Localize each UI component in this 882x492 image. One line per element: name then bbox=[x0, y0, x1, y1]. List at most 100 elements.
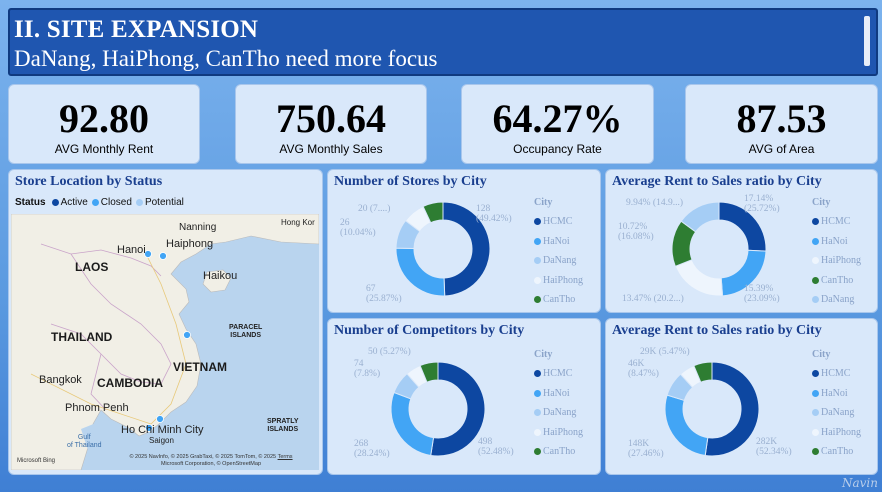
legend-item[interactable]: HaiPhong bbox=[534, 423, 583, 443]
data-label-danang: 46K (8.47%) bbox=[628, 359, 659, 379]
legend-title: City bbox=[812, 349, 831, 360]
map-label-bangkok: Bangkok bbox=[39, 374, 82, 386]
store-pin[interactable] bbox=[144, 250, 152, 258]
dot-icon bbox=[534, 409, 541, 417]
store-pin[interactable] bbox=[183, 331, 191, 339]
dot-icon bbox=[51, 198, 59, 206]
kpi-avg-area[interactable]: 87.53 AVG of Area bbox=[685, 84, 878, 164]
dot-icon bbox=[534, 276, 541, 284]
store-pin[interactable] bbox=[156, 415, 164, 423]
legend-item[interactable]: HCMC bbox=[534, 364, 583, 384]
donut-chart-stores[interactable] bbox=[328, 170, 602, 314]
dot-icon bbox=[91, 198, 99, 206]
legend-title: City bbox=[534, 349, 553, 360]
data-label-hcmc: 282K (52.34%) bbox=[756, 437, 792, 457]
dot-icon bbox=[534, 448, 541, 456]
legend-item[interactable]: HaNoi bbox=[812, 232, 861, 252]
legend-item[interactable]: CanTho bbox=[812, 271, 861, 291]
map-panel: Store Location by Status Status Active C… bbox=[8, 169, 323, 475]
map-label-hongkong: Hong Kor bbox=[281, 218, 315, 227]
terms-link[interactable]: Terms bbox=[277, 454, 293, 460]
donut-slice-danang[interactable] bbox=[680, 201, 720, 233]
donut-slice-cantho[interactable] bbox=[422, 201, 444, 224]
map-label-spratly: SPRATLY ISLANDS bbox=[267, 418, 299, 433]
legend-item[interactable]: DaNang bbox=[812, 403, 861, 423]
dot-icon bbox=[534, 389, 541, 397]
chart-title: Number of Competitors by City bbox=[334, 323, 525, 338]
data-label-cantho: 10.72% (16.08%) bbox=[618, 222, 654, 242]
donut-slice-hanoi[interactable] bbox=[395, 247, 446, 297]
map-label-paracel: PARACEL ISLANDS bbox=[229, 324, 263, 339]
chart-title: Average Rent to Sales ratio by City bbox=[612, 174, 822, 189]
kpi-avg-monthly-sales[interactable]: 750.64 AVG Monthly Sales bbox=[235, 84, 427, 164]
dot-icon bbox=[812, 257, 819, 265]
legend-item[interactable]: CanTho bbox=[534, 442, 583, 462]
donut-slice-hcmc[interactable] bbox=[430, 361, 486, 457]
data-label-hanoi: 148K (27.46%) bbox=[628, 439, 664, 459]
dot-icon bbox=[812, 448, 819, 456]
donut-slice-cantho[interactable] bbox=[419, 361, 439, 383]
chart-legend: City HCMC HaNoi DaNang HaiPhong CanTho bbox=[812, 349, 861, 462]
chart-panel-competitors: Number of Competitors by City 498 (52.48… bbox=[327, 318, 601, 475]
donut-slice-hcmc[interactable] bbox=[442, 201, 491, 297]
donut-chart-competitors[interactable] bbox=[328, 319, 602, 476]
data-label-haiphong: 29K (5.47%) bbox=[640, 347, 690, 357]
kpi-value: 64.27% bbox=[492, 96, 623, 141]
data-label-haiphong: 50 (5.27%) bbox=[368, 347, 411, 357]
legend-item[interactable]: DaNang bbox=[812, 290, 861, 310]
legend-item[interactable]: HCMC bbox=[812, 212, 861, 232]
legend-item[interactable]: HaNoi bbox=[812, 384, 861, 404]
map-label-vietnam: VIETNAM bbox=[173, 360, 227, 374]
map-label-phnompenh: Phnom Penh bbox=[65, 402, 129, 414]
watermark: Navin bbox=[842, 476, 878, 490]
legend-item[interactable]: HCMC bbox=[534, 212, 583, 232]
dot-icon bbox=[534, 257, 541, 265]
legend-item[interactable]: HaiPhong bbox=[812, 423, 861, 443]
data-label-haiphong: 20 (7....) bbox=[358, 204, 391, 214]
data-label-haiphong: 13.47% (20.2...) bbox=[622, 294, 684, 304]
map-label-thailand: THAILAND bbox=[51, 330, 113, 344]
map-label-hcmc: Ho Chi Minh City bbox=[121, 424, 204, 436]
legend-title: City bbox=[534, 197, 553, 208]
data-label-hanoi: 268 (28.24%) bbox=[354, 439, 390, 459]
dot-icon bbox=[534, 370, 541, 378]
store-map[interactable]: Nanning Hong Kor Hanoi Haiphong Haikou L… bbox=[11, 214, 319, 470]
data-label-danang: 26 (10.04%) bbox=[340, 218, 376, 238]
legend-item[interactable]: DaNang bbox=[534, 251, 583, 271]
legend-item-active[interactable]: Active bbox=[51, 197, 88, 208]
legend-item-potential[interactable]: Potential bbox=[135, 197, 184, 208]
donut-chart-rent-sales-2[interactable] bbox=[606, 319, 879, 476]
page-subtitle: DaNang, HaiPhong, CanTho need more focus bbox=[14, 46, 438, 71]
kpi-avg-monthly-rent[interactable]: 92.80 AVG Monthly Rent bbox=[8, 84, 200, 164]
data-label-hanoi: 67 (25.87%) bbox=[366, 284, 402, 304]
map-legend: Status Active Closed Potential bbox=[15, 197, 184, 208]
legend-item[interactable]: CanTho bbox=[812, 442, 861, 462]
map-label-laos: LAOS bbox=[75, 260, 109, 274]
legend-item[interactable]: HaiPhong bbox=[534, 271, 583, 291]
legend-item[interactable]: CanTho bbox=[534, 290, 583, 310]
kpi-occupancy-rate[interactable]: 64.27% Occupancy Rate bbox=[461, 84, 654, 164]
map-label-cambodia: CAMBODIA bbox=[97, 376, 163, 390]
map-label-hanoi: Hanoi bbox=[117, 244, 146, 256]
legend-item[interactable]: DaNang bbox=[534, 403, 583, 423]
data-label-danang: 74 (7.8%) bbox=[354, 359, 381, 379]
legend-item-closed[interactable]: Closed bbox=[91, 197, 132, 208]
map-label-saigon: Saigon bbox=[149, 436, 174, 445]
donut-slice-haiphong[interactable] bbox=[674, 259, 724, 297]
donut-slice-hanoi[interactable] bbox=[664, 394, 709, 457]
map-attribution: © 2025 NavInfo, © 2025 GrabTaxi, © 2025 … bbox=[129, 454, 293, 467]
legend-item[interactable]: HaiPhong bbox=[812, 251, 861, 271]
legend-item[interactable]: HaNoi bbox=[534, 384, 583, 404]
legend-item[interactable]: HCMC bbox=[812, 364, 861, 384]
dot-icon bbox=[534, 296, 541, 304]
donut-slice-hcmc[interactable] bbox=[704, 361, 760, 457]
donut-slice-cantho[interactable] bbox=[693, 361, 713, 383]
donut-slice-hanoi[interactable] bbox=[390, 391, 435, 457]
donut-chart-rent-sales-1[interactable] bbox=[606, 170, 879, 314]
store-pin[interactable] bbox=[145, 424, 153, 432]
map-legend-title: Status bbox=[15, 197, 46, 208]
store-pin[interactable] bbox=[159, 252, 167, 260]
header-scrollbar[interactable] bbox=[864, 16, 870, 66]
legend-item[interactable]: HaNoi bbox=[534, 232, 583, 252]
map-title: Store Location by Status bbox=[15, 174, 163, 189]
